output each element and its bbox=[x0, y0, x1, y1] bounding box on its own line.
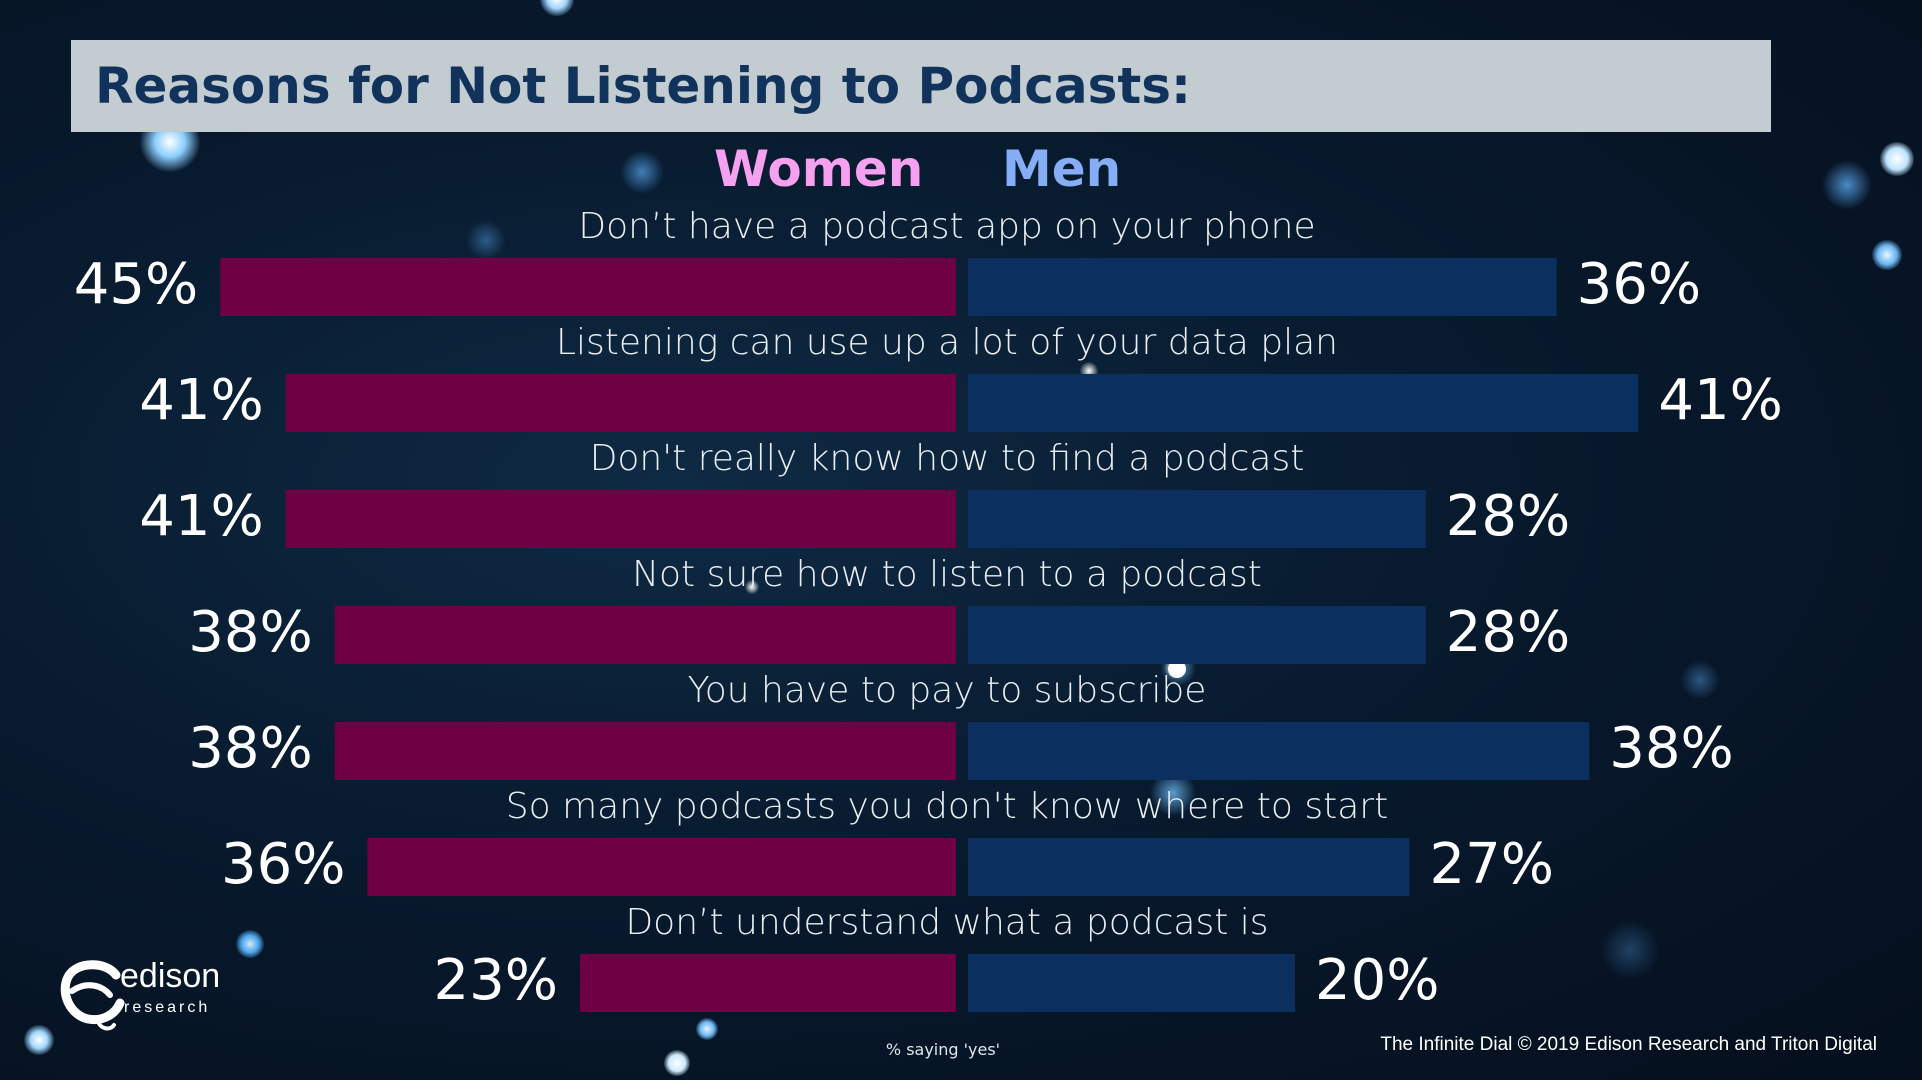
category-label: Not sure how to listen to a podcast bbox=[632, 554, 1262, 595]
bar-women bbox=[334, 722, 956, 780]
value-label-women: 36% bbox=[220, 832, 346, 897]
value-label-men: 41% bbox=[1658, 368, 1783, 433]
category-label: Don’t understand what a podcast is bbox=[625, 902, 1269, 943]
value-label-men: 28% bbox=[1445, 600, 1571, 665]
value-label-men: 38% bbox=[1609, 716, 1734, 781]
logo-wordmark: edison bbox=[120, 957, 221, 995]
value-label-women: 38% bbox=[188, 600, 313, 665]
bar-men bbox=[968, 722, 1590, 780]
value-label-men: 36% bbox=[1576, 252, 1702, 317]
footnote: % saying 'yes' bbox=[885, 1040, 1001, 1059]
bar-men bbox=[968, 838, 1410, 896]
category-label: Don’t have a podcast app on your phone bbox=[578, 206, 1316, 247]
logo-subtext: research bbox=[124, 999, 211, 1016]
bar-men bbox=[968, 606, 1426, 664]
bar-men bbox=[968, 258, 1557, 316]
value-label-men: 20% bbox=[1315, 948, 1440, 1013]
legend-women: Women bbox=[714, 140, 924, 198]
edison-logo: edison research bbox=[58, 955, 248, 1035]
bar-women bbox=[220, 258, 956, 316]
value-label-women: 38% bbox=[188, 716, 313, 781]
bar-men bbox=[968, 374, 1639, 432]
bar-women bbox=[367, 838, 956, 896]
title-banner: Reasons for Not Listening to Podcasts: bbox=[71, 40, 1771, 132]
bar-men bbox=[968, 490, 1426, 548]
bar-men bbox=[968, 954, 1295, 1012]
value-label-women: 45% bbox=[73, 252, 199, 317]
category-label: You have to pay to subscribe bbox=[687, 670, 1207, 711]
value-label-women: 23% bbox=[433, 948, 558, 1013]
bar-women bbox=[285, 374, 956, 432]
chart-title: Reasons for Not Listening to Podcasts: bbox=[95, 57, 1192, 115]
value-label-women: 41% bbox=[139, 484, 264, 549]
value-label-men: 28% bbox=[1445, 484, 1571, 549]
category-label: So many podcasts you don't know where to… bbox=[505, 786, 1389, 827]
source-credit: The Infinite Dial © 2019 Edison Research… bbox=[1380, 1034, 1877, 1055]
legend-men: Men bbox=[1002, 140, 1122, 198]
category-label: Don't really know how to find a podcast bbox=[589, 438, 1305, 479]
category-label: Listening can use up a lot of your data … bbox=[555, 322, 1339, 363]
bar-women bbox=[579, 954, 956, 1012]
value-label-men: 27% bbox=[1429, 832, 1554, 897]
bar-women bbox=[285, 490, 956, 548]
edison-logo-icon bbox=[60, 960, 125, 1031]
value-label-women: 41% bbox=[139, 368, 264, 433]
bar-women bbox=[334, 606, 956, 664]
